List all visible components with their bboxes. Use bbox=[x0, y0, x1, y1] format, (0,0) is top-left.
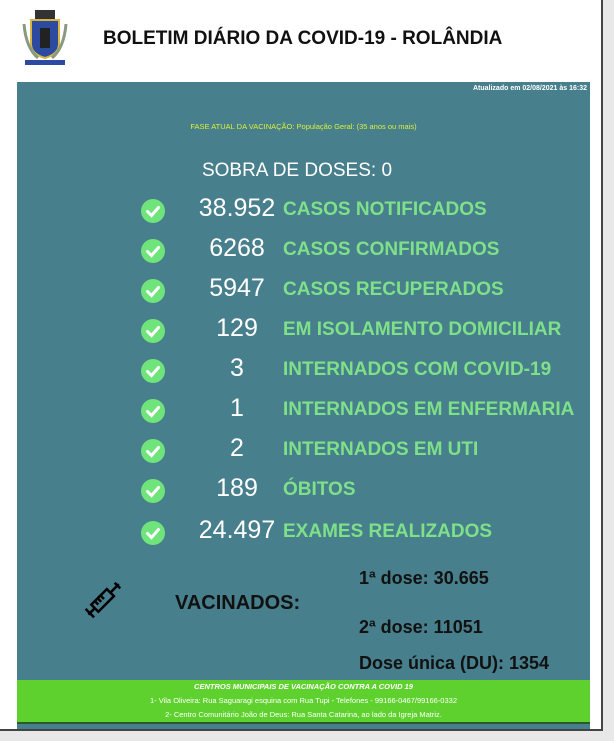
check-circle-icon bbox=[141, 359, 165, 383]
vaccination-centers-footer: CENTROS MUNICIPAIS DE VACINAÇÃO CONTRA A… bbox=[17, 680, 590, 724]
syringe-icon bbox=[84, 581, 122, 619]
stat-value: 5947 bbox=[209, 274, 265, 302]
leftover-doses: SOBRA DE DOSES: 0 bbox=[201, 160, 393, 181]
stat-value: 6268 bbox=[209, 234, 265, 262]
check-circle-icon bbox=[141, 319, 165, 343]
check-circle-icon bbox=[141, 199, 165, 223]
check-circle-icon bbox=[141, 399, 165, 423]
footer-center-2: 2- Centro Comunitário João de Deus: Rua … bbox=[165, 710, 442, 719]
footer-center-1: 1- Vila Oliveira: Rua Saguaragi esquina … bbox=[149, 696, 457, 705]
check-circle-icon bbox=[141, 279, 165, 303]
second-dose-count: 2ª dose: 11051 bbox=[359, 617, 483, 637]
stat-row: 5947 CASOS RECUPERADOS bbox=[17, 274, 590, 306]
stat-value: 1 bbox=[230, 394, 244, 422]
stat-value: 24.497 bbox=[198, 516, 276, 544]
stat-label: INTERNADOS EM ENFERMARIA bbox=[283, 399, 575, 420]
stat-row: 129 EM ISOLAMENTO DOMICILIAR bbox=[17, 314, 590, 346]
first-dose-count: 1ª dose: 30.665 bbox=[359, 568, 489, 588]
stat-value: 189 bbox=[216, 474, 258, 502]
stat-label: EXAMES REALIZADOS bbox=[283, 521, 493, 542]
stat-label: ÓBITOS bbox=[283, 479, 356, 500]
stat-row: 189 ÓBITOS bbox=[17, 474, 590, 506]
stat-value: 2 bbox=[230, 434, 244, 462]
stat-label: INTERNADOS EM UTI bbox=[283, 439, 479, 460]
vaccination-phase: FASE ATUAL DA VACINAÇÃO: População Geral… bbox=[190, 122, 417, 131]
stat-label: INTERNADOS COM COVID-19 bbox=[283, 359, 552, 380]
single-dose-count: Dose única (DU): 1354 bbox=[359, 653, 550, 673]
stat-value: 38.952 bbox=[198, 194, 276, 222]
updated-timestamp: Atualizado em 02/08/2021 às 16:32 bbox=[472, 85, 587, 92]
stat-row: 2 INTERNADOS EM UTI bbox=[17, 434, 590, 466]
stat-row: 3 INTERNADOS COM COVID-19 bbox=[17, 354, 590, 386]
vaccinated-label: VACINADOS: bbox=[175, 592, 301, 614]
city-coat-of-arms-logo bbox=[22, 10, 68, 65]
check-circle-icon bbox=[141, 479, 165, 503]
check-circle-icon bbox=[141, 239, 165, 263]
stat-row: 1 INTERNADOS EM ENFERMARIA bbox=[17, 394, 590, 426]
footer-heading: CENTROS MUNICIPAIS DE VACINAÇÃO CONTRA A… bbox=[194, 682, 413, 691]
stat-label: CASOS NOTIFICADOS bbox=[283, 199, 487, 220]
stat-label: CASOS RECUPERADOS bbox=[283, 279, 504, 300]
stat-value: 3 bbox=[230, 354, 244, 382]
check-circle-icon bbox=[141, 521, 165, 545]
bulletin-page: BOLETIM DIÁRIO DA COVID-19 - ROLÂNDIA At… bbox=[0, 0, 603, 731]
stat-row: 38.952 CASOS NOTIFICADOS bbox=[17, 194, 590, 226]
stat-label: CASOS CONFIRMADOS bbox=[283, 239, 500, 260]
stats-panel: Atualizado em 02/08/2021 às 16:32 FASE A… bbox=[17, 82, 590, 729]
check-circle-icon bbox=[141, 439, 165, 463]
stat-value: 129 bbox=[216, 314, 258, 342]
stat-label: EM ISOLAMENTO DOMICILIAR bbox=[283, 319, 562, 340]
stat-row: 24.497 EXAMES REALIZADOS bbox=[17, 516, 590, 548]
page-title: BOLETIM DIÁRIO DA COVID-19 - ROLÂNDIA bbox=[103, 28, 503, 49]
stat-row: 6268 CASOS CONFIRMADOS bbox=[17, 234, 590, 266]
